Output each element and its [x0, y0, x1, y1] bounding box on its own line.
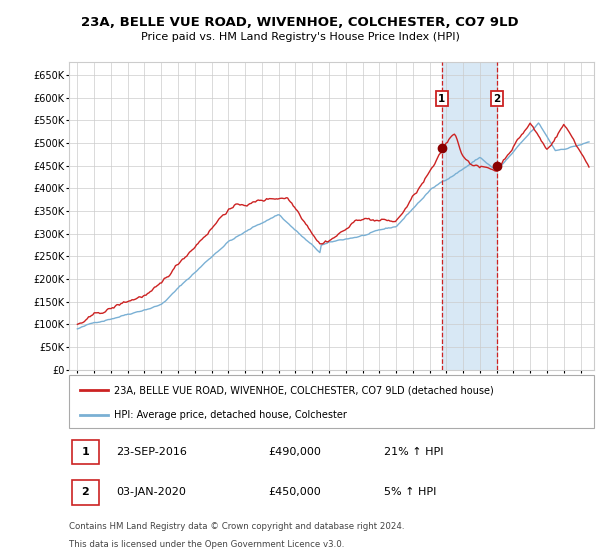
- Text: 21% ↑ HPI: 21% ↑ HPI: [384, 447, 443, 457]
- Text: 03-JAN-2020: 03-JAN-2020: [116, 487, 186, 497]
- FancyBboxPatch shape: [69, 375, 594, 428]
- Text: This data is licensed under the Open Government Licence v3.0.: This data is licensed under the Open Gov…: [69, 540, 344, 549]
- Bar: [442, 62, 497, 370]
- Text: £450,000: £450,000: [269, 487, 321, 497]
- Text: 2: 2: [82, 487, 89, 497]
- Text: 23A, BELLE VUE ROAD, WIVENHOE, COLCHESTER, CO7 9LD (detached house): 23A, BELLE VUE ROAD, WIVENHOE, COLCHESTE…: [113, 385, 493, 395]
- FancyBboxPatch shape: [71, 440, 99, 464]
- Text: 23-SEP-2016: 23-SEP-2016: [116, 447, 187, 457]
- Text: 23A, BELLE VUE ROAD, WIVENHOE, COLCHESTER, CO7 9LD: 23A, BELLE VUE ROAD, WIVENHOE, COLCHESTE…: [81, 16, 519, 29]
- Text: £490,000: £490,000: [269, 447, 322, 457]
- Text: Contains HM Land Registry data © Crown copyright and database right 2024.: Contains HM Land Registry data © Crown c…: [69, 522, 404, 531]
- Text: Price paid vs. HM Land Registry's House Price Index (HPI): Price paid vs. HM Land Registry's House …: [140, 32, 460, 43]
- FancyBboxPatch shape: [71, 480, 99, 505]
- Text: 1: 1: [82, 447, 89, 457]
- Text: 1: 1: [438, 94, 445, 104]
- Text: 5% ↑ HPI: 5% ↑ HPI: [384, 487, 436, 497]
- Text: HPI: Average price, detached house, Colchester: HPI: Average price, detached house, Colc…: [113, 410, 347, 420]
- Text: 2: 2: [493, 94, 500, 104]
